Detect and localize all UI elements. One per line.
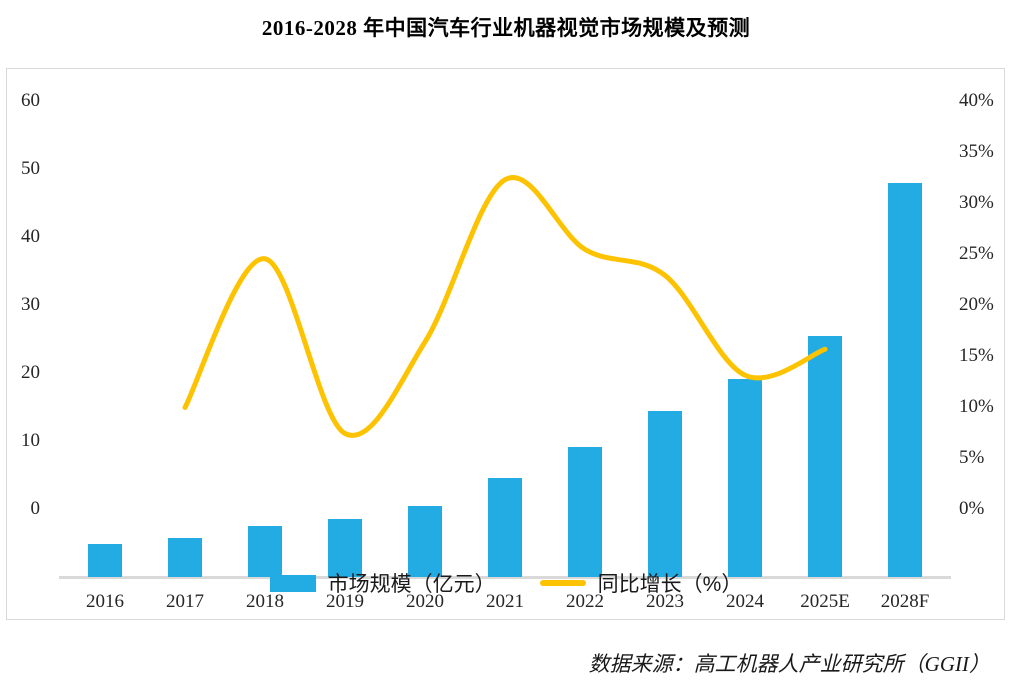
x-axis-tick-2023: 2023 [646, 591, 684, 612]
y-axis-right-tick: 25% [959, 243, 994, 264]
page-title: 2016-2028 年中国汽车行业机器视觉市场规模及预测 [261, 16, 751, 40]
bar-2025E[interactable] [808, 336, 842, 577]
y-axis-left-tick: 20 [21, 362, 40, 383]
bar-2028F[interactable] [888, 183, 922, 577]
legend-item-growth-rate[interactable]: 同比增长（%） [539, 568, 743, 598]
x-axis-tick-2028F: 2028F [880, 591, 930, 612]
x-axis-tick-2016: 2016 [86, 591, 124, 612]
line-swatch-icon [539, 580, 586, 586]
y-axis-left-tick: 50 [21, 158, 40, 179]
bar-2024[interactable] [728, 379, 762, 577]
y-axis-left-tick: 10 [21, 430, 40, 451]
y-axis-right-tick: 0% [959, 498, 985, 519]
x-axis-tick-2020: 2020 [406, 591, 444, 612]
legend-label-market-size: 市场规模（亿元） [327, 573, 496, 596]
bar-2018[interactable] [248, 526, 282, 577]
y-axis-right-tick: 10% [959, 396, 994, 417]
chart-container: 60 50 40 30 20 10 0 40% 35% 30% 25% 20% … [6, 68, 1005, 620]
x-axis-tick-2022: 2022 [566, 591, 604, 612]
bar-2017[interactable] [168, 538, 202, 577]
x-axis-tick-2018: 2018 [246, 591, 284, 612]
y-axis-left-tick: 40 [21, 226, 40, 247]
x-axis-tick-2025E: 2025E [800, 591, 850, 612]
bar-2022[interactable] [568, 447, 602, 577]
x-axis-tick-2017: 2017 [166, 591, 204, 612]
legend-label-growth-rate: 同比增长（%） [597, 573, 743, 596]
legend-item-market-size[interactable]: 市场规模（亿元） [269, 568, 496, 598]
y-axis-right-tick: 20% [959, 294, 994, 315]
y-axis-right-tick: 40% [959, 90, 994, 111]
y-axis-right-tick: 35% [959, 141, 994, 162]
plot-area [65, 161, 945, 585]
y-axis-left-tick: 0 [30, 498, 41, 519]
bar-2020[interactable] [408, 505, 442, 577]
x-axis-tick-2024: 2024 [726, 591, 764, 612]
x-axis-tick-2019: 2019 [326, 591, 364, 612]
bar-2019[interactable] [328, 518, 362, 577]
bar-swatch-icon [269, 574, 316, 592]
y-axis-right-tick: 15% [959, 345, 994, 366]
y-axis-right-tick: 5% [959, 447, 985, 468]
y-axis-left-tick: 30 [21, 294, 40, 315]
bar-2021[interactable] [488, 477, 522, 577]
x-axis-baseline [59, 576, 951, 579]
chart-legend: 市场规模（亿元） 同比增长（%） [0, 568, 1012, 598]
bar-2016[interactable] [88, 543, 122, 577]
x-axis-tick-2021: 2021 [486, 591, 524, 612]
bar-2023[interactable] [648, 411, 682, 577]
source-note: 数据来源：高工机器人产业研究所（GGII） [588, 652, 990, 676]
y-axis-right-tick: 30% [959, 192, 994, 213]
y-axis-left-tick: 60 [21, 90, 40, 111]
